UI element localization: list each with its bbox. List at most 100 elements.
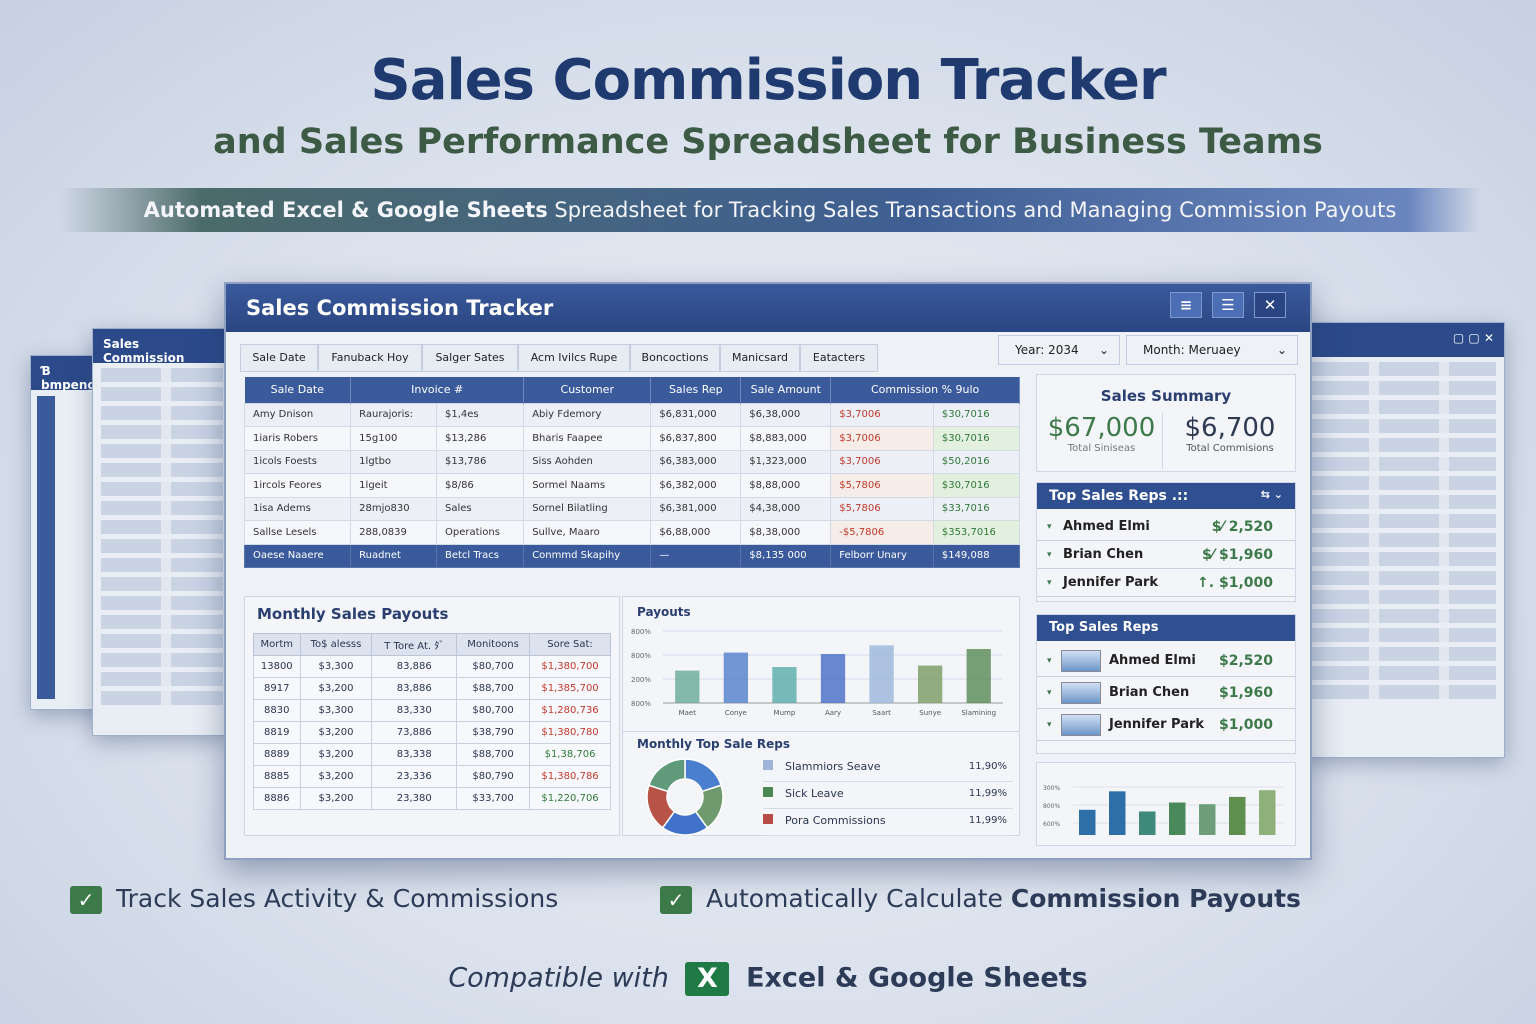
col-sale-amount[interactable]: Sale Amount [740, 377, 832, 403]
payouts-cell: $3,200 [299, 787, 373, 810]
x-tick-label: Maet [679, 709, 697, 717]
table-cell: Raurajoris: [350, 402, 437, 427]
legend-swatch [763, 760, 773, 770]
table-row[interactable]: 1iaris Robers 15g100 $13,286 Bharis Faapee $… [243, 426, 1021, 451]
table-row[interactable]: Sallse Lesels 288,0839 Operations Sullve, M… [243, 520, 1021, 545]
sort-icon[interactable]: ⇆ ⌄ [1260, 488, 1283, 501]
y-tick-label: 800% [1043, 803, 1060, 810]
total-sales-card: $67,000 Total Siniseas [1041, 413, 1163, 469]
rep-amount: $2,520 [1218, 653, 1273, 669]
side-window-right: ▢ ▢ ✕ [1300, 322, 1505, 758]
mini-bar [1259, 790, 1276, 835]
tab-6[interactable]: Eatacters [800, 344, 878, 372]
chart-title: Monthly Top Sale Reps [637, 737, 791, 751]
window-titlebar: Sales Commission Tracker ≡ ☰ ✕ [226, 284, 1310, 332]
window-title: Sales Commission Tracker [246, 296, 554, 320]
payouts-col-header[interactable]: T Tore At. ﾀﾞ [371, 633, 458, 656]
chevron-icon: ▾ [1047, 550, 1052, 560]
payouts-cell: $1,380,700 [529, 655, 611, 678]
rep-row[interactable]: ▾ Ahmed Elmi $⁄ 2,520 [1037, 513, 1295, 541]
menu-icon[interactable]: ☰ [1212, 292, 1244, 318]
rep-row[interactable]: ▾ Brian Chen $⁄ $1,960 [1037, 541, 1295, 569]
payouts-col-header[interactable]: Sore Sat: [529, 633, 611, 656]
filter-icon[interactable]: ≡ [1170, 292, 1202, 318]
table-cell: $1,4es [435, 402, 525, 427]
col-invoice[interactable]: Invoice # [350, 377, 525, 403]
side-row [1309, 609, 1496, 623]
col-sale-date[interactable]: Sale Date [244, 377, 352, 403]
table-row[interactable]: 1icols Foests 1lgtbo $13,786 Siss Aohden $6,… [243, 449, 1021, 474]
payouts-cell: 13800 [253, 655, 301, 678]
mini-bar [1139, 811, 1156, 835]
compat-prefix: Compatible with [448, 962, 669, 994]
table-cell: Sullve, Maaro [523, 520, 652, 545]
side-row [101, 501, 223, 515]
rep-row[interactable]: ▾ Ahmed Elmi $2,520 [1037, 645, 1295, 677]
table-cell: 1icols Foests [243, 449, 352, 474]
year-filter[interactable]: Year: 2034 ⌄ [998, 335, 1120, 365]
tab-0[interactable]: Sale Date [240, 344, 318, 372]
payouts-col-header[interactable]: To$ alesss [299, 633, 373, 656]
close-icon[interactable]: ✕ [1254, 292, 1286, 318]
side-row [1309, 666, 1496, 680]
payouts-row[interactable]: 13800 $3,300 83,886 $80,700 $1,380,700 [253, 655, 611, 678]
x-tick-label: Mump [774, 709, 796, 717]
payouts-cell: $3,200 [299, 743, 373, 766]
col-sales-rep[interactable]: Sales Rep [650, 377, 742, 403]
payouts-row[interactable]: 8885 $3,200 23,336 $80,790 $1,380,786 [253, 765, 611, 788]
payout-bar [918, 665, 943, 703]
payouts-col-header[interactable]: Monitoons [456, 633, 531, 656]
chart-title: Payouts [637, 605, 691, 619]
payouts-row[interactable]: 8819 $3,200 73,886 $38,790 $1,380,780 [253, 721, 611, 744]
payouts-col-header[interactable]: Mortm [253, 633, 301, 656]
side-row [101, 653, 223, 667]
payouts-cell: 8886 [253, 787, 301, 810]
panel-title: Top Sales Reps .:: [1049, 488, 1189, 504]
tab-5[interactable]: Manicsard [720, 344, 800, 372]
side-row [1309, 590, 1496, 604]
month-filter[interactable]: Month: Meruaey ⌄ [1126, 335, 1298, 365]
donut-slice [647, 758, 686, 793]
table-cell: 15g100 [350, 426, 437, 451]
rep-row[interactable]: ▾ Brian Chen $1,960 [1037, 677, 1295, 709]
rep-name: Brian Chen [1109, 685, 1190, 700]
tab-2[interactable]: Salger Sates [422, 344, 518, 372]
payouts-row[interactable]: 8889 $3,200 83,338 $88,700 $1,38,706 [253, 743, 611, 766]
payouts-row[interactable]: 8917 $3,200 83,886 $88,700 $1,385,700 [253, 677, 611, 700]
legend-value: 11,99% [968, 788, 1007, 799]
sales-table: Sale Date Invoice # Customer Sales Rep S… [243, 377, 1021, 568]
payouts-cell: $38,790 [456, 721, 531, 744]
y-tick-label: 600% [1043, 821, 1060, 828]
top-reps-header: Top Sales Reps .:: ⇆ ⌄ [1037, 483, 1295, 509]
tab-4[interactable]: Boncoctions [630, 344, 720, 372]
col-commission[interactable]: Commission % 9ulo [830, 377, 1020, 403]
table-row[interactable]: 1isa Adems 28mjo830 Sales Sornel Bilatling $… [243, 496, 1021, 521]
feature-text: Track Sales Activity & Commissions [116, 884, 559, 913]
legend-swatch [763, 814, 773, 824]
total-commissions-card: $6,700 Total Commisions [1167, 413, 1293, 454]
tab-3[interactable]: Acm Ivilcs Rupe [518, 344, 630, 372]
col-customer[interactable]: Customer [523, 377, 652, 403]
table-row[interactable]: 1ircols Feores 1lgeit $8/86 Sormel Naams $6,… [243, 473, 1021, 498]
mini-chart-panel: 300% 800% 600% [1036, 762, 1296, 846]
top-reps-panel-1: Top Sales Reps .:: ⇆ ⌄ ▾ Ahmed Elmi $⁄ 2,52… [1036, 482, 1296, 602]
side-row [101, 425, 223, 439]
legend-value: 11,90% [968, 761, 1007, 772]
payouts-row[interactable]: 8830 $3,300 83,330 $80,700 $1,280,736 [253, 699, 611, 722]
side-row [1309, 438, 1496, 452]
side-rows [1301, 362, 1504, 699]
banner-bold: Automated Excel & Google Sheets [143, 198, 548, 222]
payouts-cell: $1,38,706 [529, 743, 611, 766]
table-cell: $1,323,000 [740, 449, 832, 474]
rep-row[interactable]: ▾ Jennifer Park $1,000 [1037, 709, 1295, 741]
table-cell: Sornel Bilatling [523, 496, 652, 521]
payouts-row[interactable]: 8886 $3,200 23,380 $33,700 $1,220,706 [253, 787, 611, 810]
tab-1[interactable]: Fanuback Hoy [318, 344, 422, 372]
top-reps-panel-2: Top Sales Reps ▾ Ahmed Elmi $2,520 ▾ Brian C… [1036, 614, 1296, 754]
rep-amount: $1,000 [1218, 717, 1273, 733]
rep-row[interactable]: ▾ Jennifer Park ↑. $1,000 [1037, 569, 1295, 597]
side-row [1309, 647, 1496, 661]
total-sales-value: $67,000 [1047, 413, 1156, 443]
side-row [1309, 533, 1496, 547]
table-row[interactable]: Amy Dnison Raurajoris: $1,4es Abiy Fdemory $… [243, 402, 1021, 427]
